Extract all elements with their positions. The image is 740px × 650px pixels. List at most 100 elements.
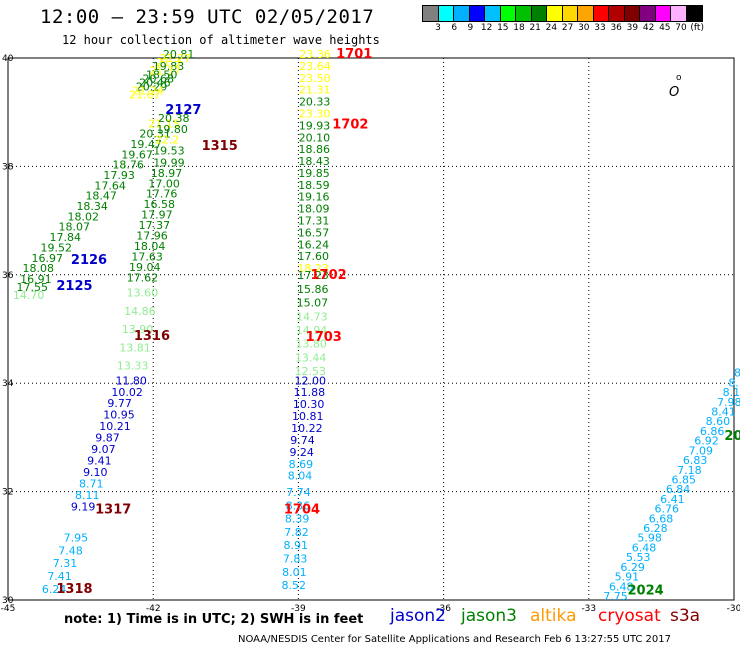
pass-id-label: 1703 — [306, 330, 342, 345]
lat-tick-label: 38 — [2, 162, 14, 172]
lat-tick-label: 40 — [2, 54, 14, 64]
wave-height-label: 22.2 — [155, 134, 180, 147]
wave-height-label: 18.50 — [146, 68, 178, 81]
lat-tick-label: 30 — [2, 596, 14, 606]
wave-height-label: 16.58 — [144, 198, 176, 211]
wave-height-label: 20.29 — [136, 81, 168, 94]
color-swatch — [640, 6, 656, 21]
wave-height-label: 17.23 — [297, 269, 329, 282]
color-legend-label: 9 — [467, 23, 474, 33]
color-swatch — [516, 6, 532, 21]
wave-height-label: 8.11 — [75, 489, 100, 502]
color-legend-label: 12 — [480, 23, 493, 33]
wave-height-label: 21.27 — [159, 52, 191, 65]
wave-height-label: 6.24 — [42, 583, 67, 596]
color-swatch — [485, 6, 501, 21]
color-legend-label: 21 — [529, 23, 541, 33]
lon-tick-label: -36 — [436, 604, 451, 614]
wave-height-label: 8.71 — [79, 478, 104, 491]
wave-height-label: 15.07 — [297, 297, 329, 310]
pass-id-label: 1702 — [332, 117, 368, 132]
wave-height-label: 6.84 — [666, 483, 691, 496]
page-title: 12:00 – 23:59 UTC 02/05/2017 — [40, 6, 375, 28]
wave-height-label: 19.16 — [298, 191, 330, 204]
color-legend-label: 33 — [594, 23, 606, 33]
wave-height-label: 21.24 — [132, 85, 164, 98]
wave-height-label: 7.18 — [677, 464, 702, 477]
wave-height-label: 8.91 — [284, 539, 309, 552]
wave-height-label: 20.46 — [139, 76, 171, 89]
wave-height-label: 18.43 — [298, 155, 330, 168]
color-legend-label: 42 — [642, 23, 655, 33]
wave-height-label: 11.88 — [294, 386, 326, 399]
wave-height-label: 15.86 — [297, 283, 329, 296]
color-swatch — [624, 6, 640, 21]
wave-height-label: 20.68 — [143, 72, 175, 85]
wave-height-label: 18.47 — [85, 190, 117, 203]
pass-id-label: 2024 — [628, 584, 664, 599]
wave-height-label: 20.33 — [299, 96, 331, 109]
lat-tick-label: 36 — [2, 271, 14, 281]
wave-height-label: 9.77 — [107, 397, 131, 410]
satellite-legend-item: s3a — [670, 606, 701, 626]
color-legend-label: 36 — [610, 23, 622, 33]
wave-height-label: 13.33 — [117, 360, 148, 373]
color-legend-label: 27 — [561, 23, 574, 33]
wave-height-label: 19.93 — [299, 119, 331, 132]
wave-height-label: 9.10 — [83, 466, 108, 479]
color-legend-label: 3 — [435, 23, 441, 33]
wave-height-label: 17.76 — [146, 188, 178, 201]
wave-height-label: 7.09 — [689, 444, 714, 457]
wave-height-label: 8.41 — [711, 406, 736, 419]
wave-height-label: 19.83 — [153, 60, 185, 73]
color-swatch — [671, 6, 687, 21]
wave-height-label: 21.37 — [149, 64, 181, 77]
lon-tick-label: -39 — [291, 604, 306, 614]
wave-height-label: 19.53 — [153, 144, 185, 157]
satellite-legend-item: jason3 — [461, 606, 517, 626]
wave-height-label: 17.63 — [131, 250, 163, 263]
wave-height-label: 17.96 — [136, 230, 168, 243]
pass-id-label: 1702 — [311, 268, 347, 283]
color-swatch — [531, 6, 547, 21]
wave-height-label: 19.47 — [130, 138, 162, 151]
wave-height-label: 8. — [728, 376, 739, 389]
color-swatch — [547, 6, 563, 21]
color-legend-label: 18 — [513, 23, 525, 33]
pass-id-label: 20 — [724, 429, 740, 444]
wave-height-label: 21.3 — [156, 56, 181, 69]
wave-height-label: 17.97 — [141, 209, 173, 222]
wave-height-label: 18.09 — [298, 203, 330, 216]
color-swatch — [562, 6, 578, 21]
pass-id-label: 2127 — [165, 103, 201, 118]
color-legend-label: (ft) — [690, 23, 704, 33]
wave-height-label: 10.95 — [103, 409, 135, 422]
satellite-legend-item: jason2 — [390, 606, 446, 626]
wave-height-label: 7.95 — [64, 531, 89, 544]
wave-height-label: 9.19 — [71, 501, 96, 514]
color-legend-ticks: 3 6 9 12 15 18 21 24 27 30 33 36 39 42 45 70 (ft) — [422, 22, 704, 34]
color-legend-label: 70 — [675, 23, 687, 33]
wave-height-label: 7.82 — [284, 526, 309, 539]
pass-id-label: 2125 — [56, 279, 92, 294]
wave-height-label: 14.73 — [296, 310, 328, 323]
wave-height-label: 18.86 — [299, 143, 331, 156]
wave-height-label: 8.36 — [286, 499, 311, 512]
wave-height-label: 17.60 — [298, 250, 330, 263]
wave-height-label: 6.68 — [649, 512, 674, 525]
wave-height-label: 17.00 — [148, 177, 180, 190]
wave-height-label: 10.22 — [291, 422, 323, 435]
wave-height-label: 8.04 — [288, 470, 313, 483]
wave-height-label: 6.29 — [620, 561, 645, 574]
wave-height-label: 14.70 — [13, 289, 45, 302]
color-swatch — [438, 6, 454, 21]
wave-height-label: 6.76 — [654, 503, 679, 516]
wave-height-label: 18.59 — [298, 179, 330, 192]
wave-height-label: 6.92 — [694, 435, 719, 448]
wave-height-label: 7.41 — [47, 570, 71, 583]
wave-height-label: 9.41 — [87, 455, 112, 468]
lat-tick-label: 32 — [2, 488, 13, 498]
wave-height-label: 17.62 — [127, 271, 159, 284]
wave-height-label: 7.31 — [53, 557, 78, 570]
